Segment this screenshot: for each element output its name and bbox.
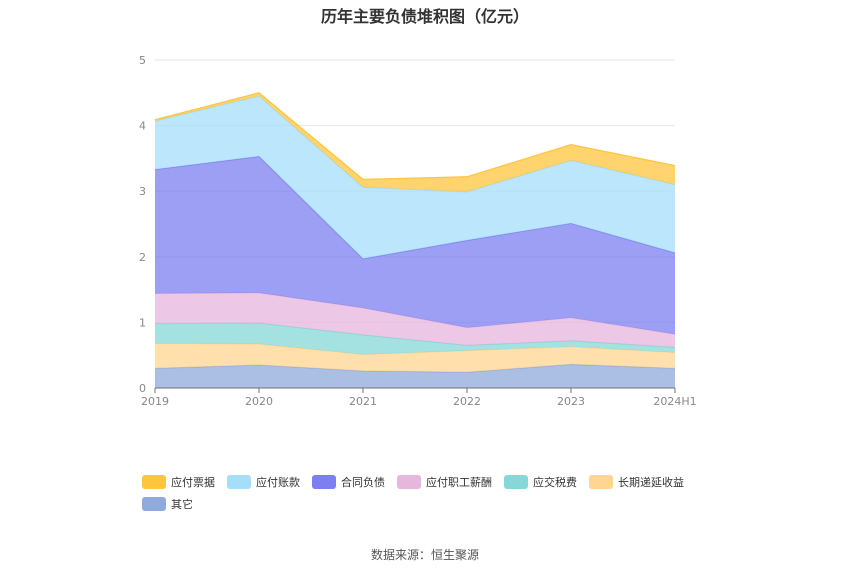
- y-tick-label: 0: [139, 382, 146, 395]
- x-tick-label: 2024H1: [653, 395, 696, 408]
- x-tick-label: 2021: [349, 395, 377, 408]
- legend-swatch: [504, 475, 528, 489]
- legend-swatch: [312, 475, 336, 489]
- x-tick-label: 2019: [141, 395, 169, 408]
- legend-item[interactable]: 应付职工薪酬: [397, 474, 492, 490]
- legend-swatch: [397, 475, 421, 489]
- legend-label: 应付票据: [171, 476, 215, 489]
- y-tick-label: 1: [139, 316, 146, 329]
- series-line: [154, 92, 676, 180]
- legend-label: 长期递延收益: [618, 476, 684, 489]
- legend-label: 合同负债: [341, 476, 385, 489]
- area-series: [155, 364, 675, 388]
- area-series: [155, 156, 675, 335]
- area-series: [155, 92, 675, 192]
- legend-item[interactable]: 长期递延收益: [589, 474, 684, 490]
- legend-item[interactable]: 应付账款: [227, 474, 300, 490]
- legend-swatch: [589, 475, 613, 489]
- legend-item[interactable]: 合同负债: [312, 474, 385, 490]
- x-tick-label: 2023: [557, 395, 585, 408]
- area-series: [155, 343, 675, 373]
- chart-legend: 应付票据 应付账款 合同负债 应付职工薪酬 应交税费 长期递延收益其它: [142, 474, 742, 518]
- area-series: [155, 292, 675, 348]
- area-series: [155, 323, 675, 355]
- legend-swatch: [142, 475, 166, 489]
- y-tick-label: 4: [139, 120, 146, 133]
- chart-title: 历年主要负债堆积图（亿元）: [320, 7, 529, 26]
- legend-label: 其它: [171, 498, 193, 511]
- legend-item[interactable]: 应付票据: [142, 474, 215, 490]
- area-series: [155, 96, 675, 259]
- y-tick-label: 2: [139, 251, 146, 264]
- legend-label: 应付账款: [256, 476, 300, 489]
- legend-swatch: [227, 475, 251, 489]
- legend-label: 应交税费: [533, 476, 577, 489]
- legend-item[interactable]: 其它: [142, 496, 193, 512]
- y-tick-label: 3: [139, 185, 146, 198]
- legend-item[interactable]: 应交税费: [504, 474, 577, 490]
- legend-swatch: [142, 497, 166, 511]
- data-source-note: 数据来源：恒生聚源: [370, 548, 479, 562]
- y-tick-label: 5: [139, 54, 146, 67]
- x-tick-label: 2022: [453, 395, 481, 408]
- x-tick-label: 2020: [245, 395, 273, 408]
- legend-label: 应付职工薪酬: [426, 476, 492, 489]
